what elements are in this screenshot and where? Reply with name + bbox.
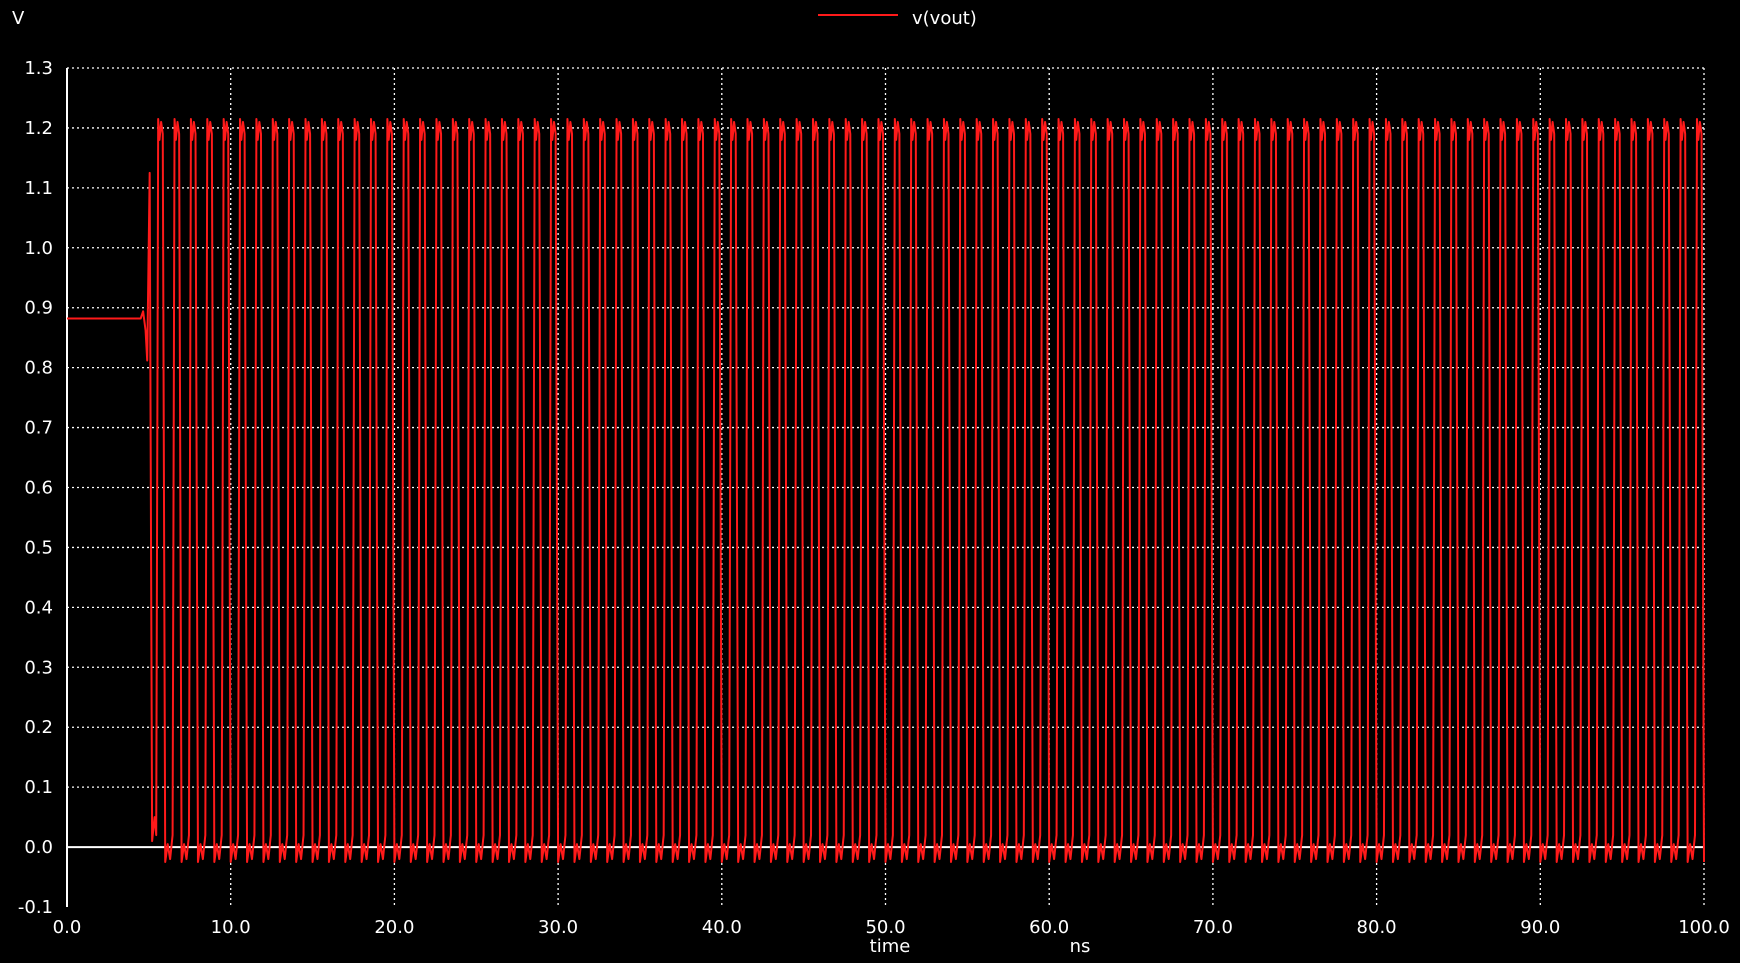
x-tick-label: 100.0 (1678, 917, 1730, 938)
x-tick-label: 0.0 (53, 917, 82, 938)
tick-labels: 0.0 10.0 20.0 30.0 40.0 50.0 60.0 70.0 80.0 90.0 1… (18, 58, 1730, 938)
x-tick-label: 60.0 (1029, 917, 1069, 938)
x-tick-label: 10.0 (211, 917, 251, 938)
x-tick-label: 40.0 (702, 917, 742, 938)
y-tick-label: 0.3 (24, 657, 53, 678)
y-tick-label: 0.9 (24, 298, 53, 319)
x-tick-label: 20.0 (374, 917, 414, 938)
x-tick-label: 80.0 (1357, 917, 1397, 938)
y-tick-label: -0.1 (18, 897, 53, 918)
y-tick-label: 0.2 (24, 717, 53, 738)
y-tick-label: 0.7 (24, 418, 53, 439)
x-tick-label: 30.0 (538, 917, 578, 938)
y-tick-label: 0.4 (24, 597, 53, 618)
x-tick-label: 90.0 (1520, 917, 1560, 938)
x-axis-label: time (870, 936, 911, 957)
y-tick-label: 1.3 (24, 58, 53, 79)
y-axis-label: V (12, 8, 25, 29)
y-tick-label: 0.6 (24, 478, 53, 499)
y-tick-label: 1.2 (24, 118, 53, 139)
legend-label-vout: v(vout) (912, 8, 977, 29)
y-tick-label: 0.8 (24, 358, 53, 379)
x-axis-unit: ns (1070, 936, 1091, 957)
y-tick-label: 1.0 (24, 238, 53, 259)
series-area (67, 117, 1705, 864)
x-tick-label: 50.0 (865, 917, 905, 938)
series-line-vout (67, 117, 1705, 864)
y-tick-label: 0.5 (24, 537, 53, 558)
y-tick-label: 0.1 (24, 777, 53, 798)
y-tick-label: 1.1 (24, 178, 53, 199)
x-tick-label: 70.0 (1193, 917, 1233, 938)
y-tick-label: 0.0 (24, 837, 53, 858)
legend: v(vout) (818, 8, 977, 29)
axes (66, 67, 1705, 907)
